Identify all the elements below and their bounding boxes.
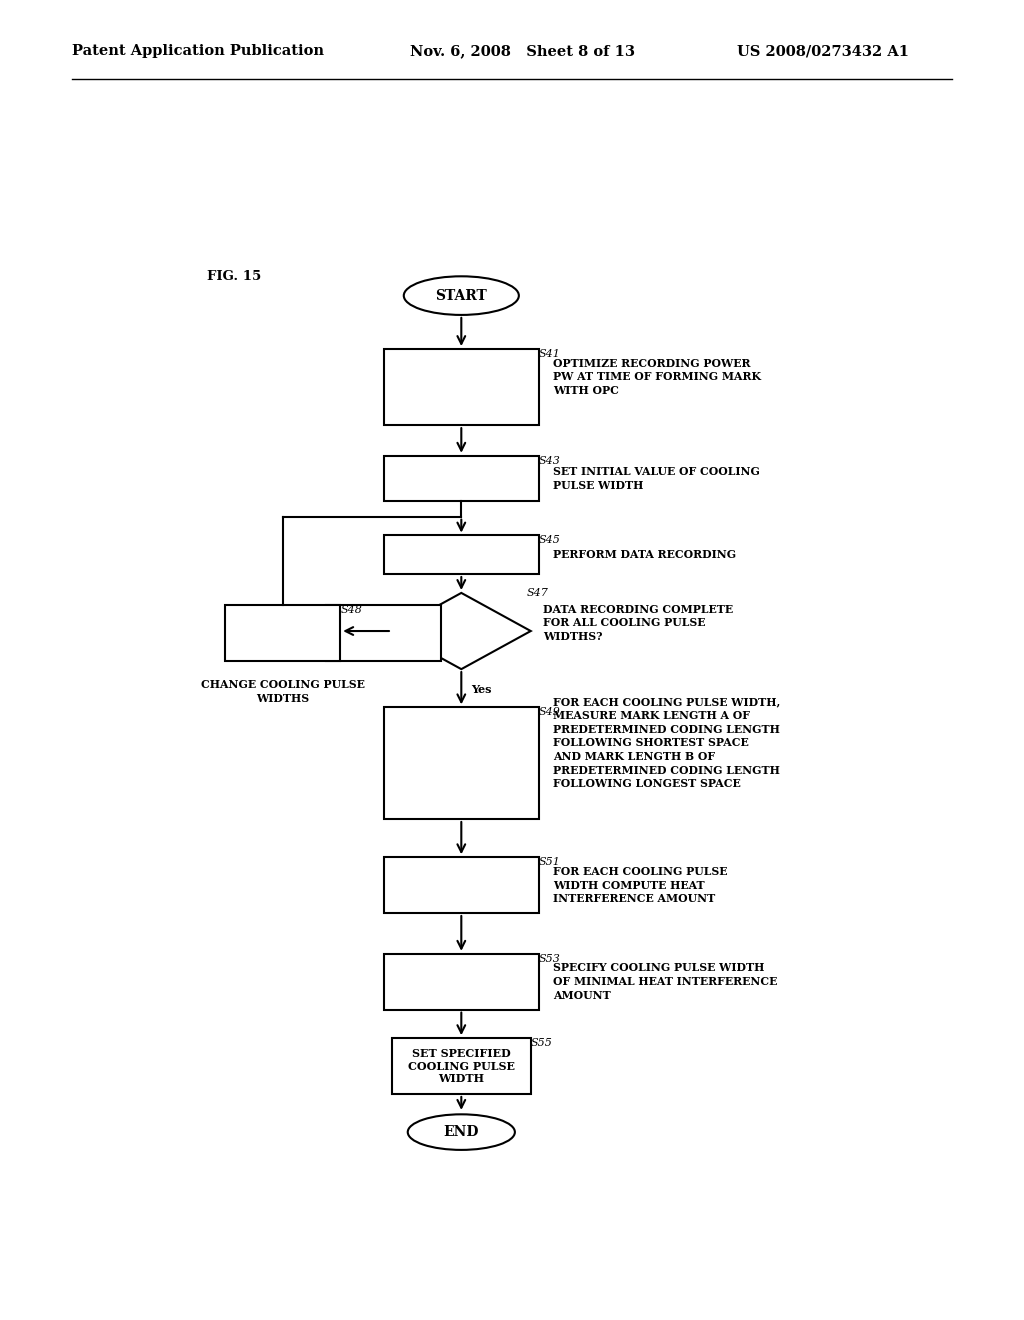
Text: CHANGE COOLING PULSE
WIDTHS: CHANGE COOLING PULSE WIDTHS [201,680,365,704]
Text: END: END [443,1125,479,1139]
Text: FIG. 15: FIG. 15 [207,271,261,284]
Bar [384,455,539,502]
Ellipse shape [403,276,519,315]
Bar [384,348,539,425]
Bar [327,605,441,661]
Text: US 2008/0273432 A1: US 2008/0273432 A1 [737,45,909,58]
Text: S41: S41 [539,348,560,359]
Text: S53: S53 [539,954,560,964]
Ellipse shape [408,1114,515,1150]
Text: PERFORM DATA RECORDING: PERFORM DATA RECORDING [553,549,736,560]
Text: FOR EACH COOLING PULSE WIDTH,
MEASURE MARK LENGTH A OF
PREDETERMINED CODING LENG: FOR EACH COOLING PULSE WIDTH, MEASURE MA… [553,696,780,789]
Text: Patent Application Publication: Patent Application Publication [72,45,324,58]
Text: FOR EACH COOLING PULSE
WIDTH COMPUTE HEAT
INTERFERENCE AMOUNT: FOR EACH COOLING PULSE WIDTH COMPUTE HEA… [553,866,727,904]
Text: SET SPECIFIED
COOLING PULSE
WIDTH: SET SPECIFIED COOLING PULSE WIDTH [408,1048,515,1084]
Bar [392,1038,530,1094]
Text: OPTIMIZE RECORDING POWER
PW AT TIME OF FORMING MARK
WITH OPC: OPTIMIZE RECORDING POWER PW AT TIME OF F… [553,358,761,396]
Text: S48: S48 [340,605,362,615]
Text: No: No [371,610,388,622]
Bar [384,536,539,574]
Text: S51: S51 [539,857,560,867]
Text: SPECIFY COOLING PULSE WIDTH
OF MINIMAL HEAT INTERFERENCE
AMOUNT: SPECIFY COOLING PULSE WIDTH OF MINIMAL H… [553,962,777,1001]
Bar [225,605,340,661]
Text: DATA RECORDING COMPLETE
FOR ALL COOLING PULSE
WIDTHS?: DATA RECORDING COMPLETE FOR ALL COOLING … [543,603,733,642]
Polygon shape [392,593,530,669]
Text: SET INITIAL VALUE OF COOLING
PULSE WIDTH: SET INITIAL VALUE OF COOLING PULSE WIDTH [553,466,760,491]
Bar [384,857,539,913]
Text: S49: S49 [539,708,560,717]
Text: S45: S45 [539,536,560,545]
Text: S55: S55 [530,1038,553,1048]
Bar [384,708,539,818]
Text: START: START [435,289,487,302]
Text: S43: S43 [539,455,560,466]
Text: Yes: Yes [471,684,492,694]
Bar [384,954,539,1010]
Text: Nov. 6, 2008   Sheet 8 of 13: Nov. 6, 2008 Sheet 8 of 13 [410,45,635,58]
Text: S47: S47 [526,587,549,598]
